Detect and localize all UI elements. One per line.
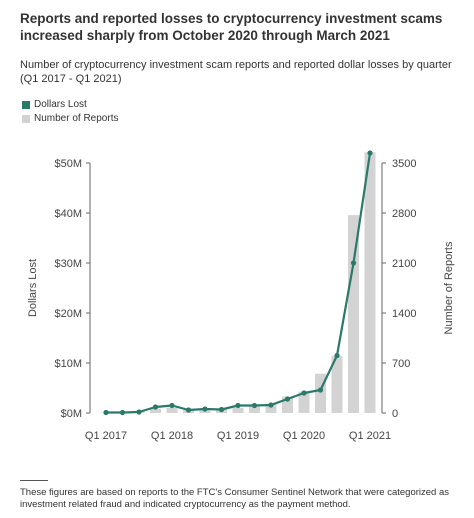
dollars-lost-point-11 — [284, 396, 291, 402]
dollars-lost-point-6 — [202, 406, 208, 412]
y2-tick-label-0: 0 — [392, 408, 398, 420]
x-tick-label-4: Q1 2021 — [349, 430, 391, 442]
y2-tick-label-2: 1400 — [392, 308, 416, 320]
y2-tick-label-4: 2800 — [392, 208, 416, 220]
dollars-lost-point-9 — [251, 402, 258, 409]
legend-swatch-bar — [22, 115, 30, 123]
dollars-lost-point-1 — [119, 409, 126, 416]
dollars-lost-point-3 — [152, 404, 159, 410]
report-bar-9 — [249, 406, 260, 413]
x-tick-label-2: Q1 2019 — [217, 430, 259, 442]
chart-plot: $0M $10M $20M $30M $40M $50M 0 700 1400 2100 2800 3… — [27, 150, 455, 442]
dollars-lost-point-13 — [317, 387, 324, 393]
y2-tick-label-5: 3500 — [392, 158, 416, 170]
report-bar-4 — [166, 408, 178, 413]
report-bar-3 — [150, 408, 161, 413]
report-bar-8 — [232, 408, 244, 413]
report-bar-13 — [315, 373, 326, 413]
y-tick-label-1: $10M — [54, 358, 82, 370]
dollars-lost-line — [106, 152, 372, 414]
dollars-lost-point-15 — [350, 260, 357, 266]
footnote: These figures are based on reports to th… — [20, 487, 449, 510]
report-bar-14 — [331, 355, 343, 413]
dollars-lost-point-5 — [185, 407, 192, 413]
y2-axis-title: Number of Reports — [443, 241, 455, 334]
legend-item-number-of-reports: Number of Reports — [22, 113, 118, 125]
report-bar-11 — [282, 396, 293, 413]
dollars-lost-point-4 — [169, 402, 175, 409]
y-tick-label-4: $40M — [54, 208, 82, 220]
legend-label-number-of-reports: Number of Reports — [34, 113, 119, 124]
y-axis-title: Dollars Lost — [27, 259, 39, 317]
dollars-lost-point-2 — [136, 409, 142, 415]
chart-title: Reports and reported losses to cryptocur… — [20, 11, 443, 43]
dollars-lost-point-0 — [103, 409, 109, 416]
dollars-lost-point-8 — [235, 402, 241, 409]
dollars-lost-point-7 — [218, 406, 225, 413]
y-tick-label-2: $20M — [54, 308, 82, 320]
report-bar-16 — [364, 152, 376, 414]
legend-item-dollars-lost: Dollars Lost — [22, 99, 118, 111]
x-tick-label-1: Q1 2018 — [151, 430, 193, 442]
report-bar-12 — [298, 391, 310, 413]
dollars-lost-point-12 — [301, 390, 307, 396]
x-tick-label-3: Q1 2020 — [283, 430, 325, 442]
report-bar-15 — [348, 215, 359, 413]
chart-subtitle: Number of cryptocurrency investment scam… — [20, 59, 452, 85]
y2-tick-label-3: 2100 — [392, 258, 416, 270]
report-bar-10 — [265, 403, 277, 413]
dollars-lost-point-10 — [268, 402, 274, 408]
dollars-lost-point-14 — [334, 352, 340, 359]
y-tick-label-5: $50M — [54, 158, 82, 170]
legend: Dollars Lost Number of Reports — [22, 99, 118, 127]
y-tick-label-3: $30M — [54, 258, 82, 270]
x-tick-label-0: Q1 2017 — [85, 430, 127, 442]
y-tick-label-0: $0M — [61, 408, 82, 420]
legend-label-dollars-lost: Dollars Lost — [34, 99, 87, 110]
footnote-divider — [20, 480, 48, 481]
y2-tick-label-1: 700 — [392, 358, 410, 370]
dollars-lost-point-16 — [367, 150, 373, 156]
legend-swatch-line — [22, 101, 30, 109]
